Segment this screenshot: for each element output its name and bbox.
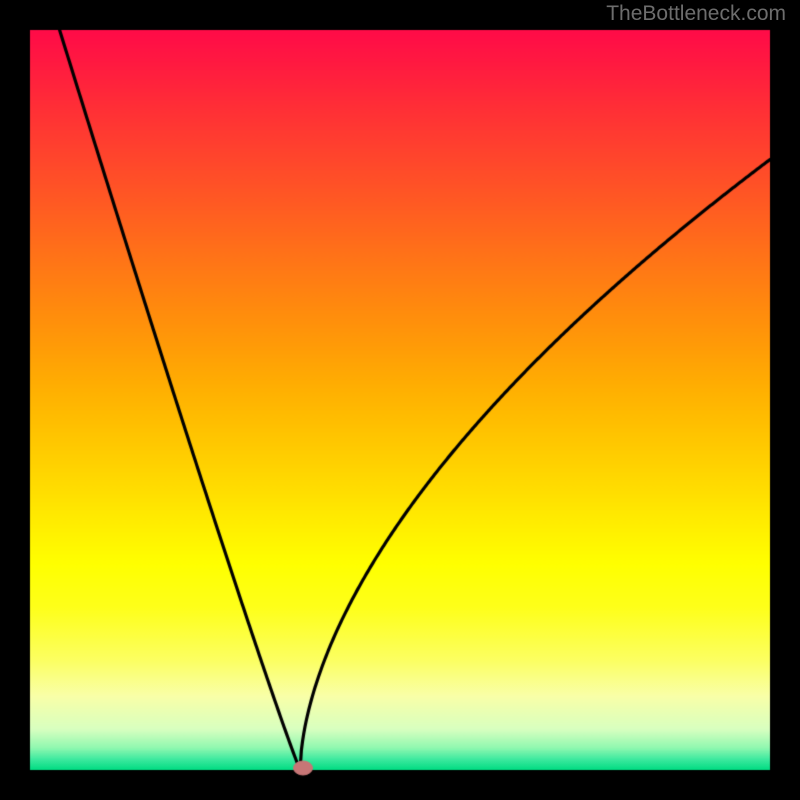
bottleneck-chart-canvas [0,0,800,800]
chart-container: TheBottleneck.com [0,0,800,800]
